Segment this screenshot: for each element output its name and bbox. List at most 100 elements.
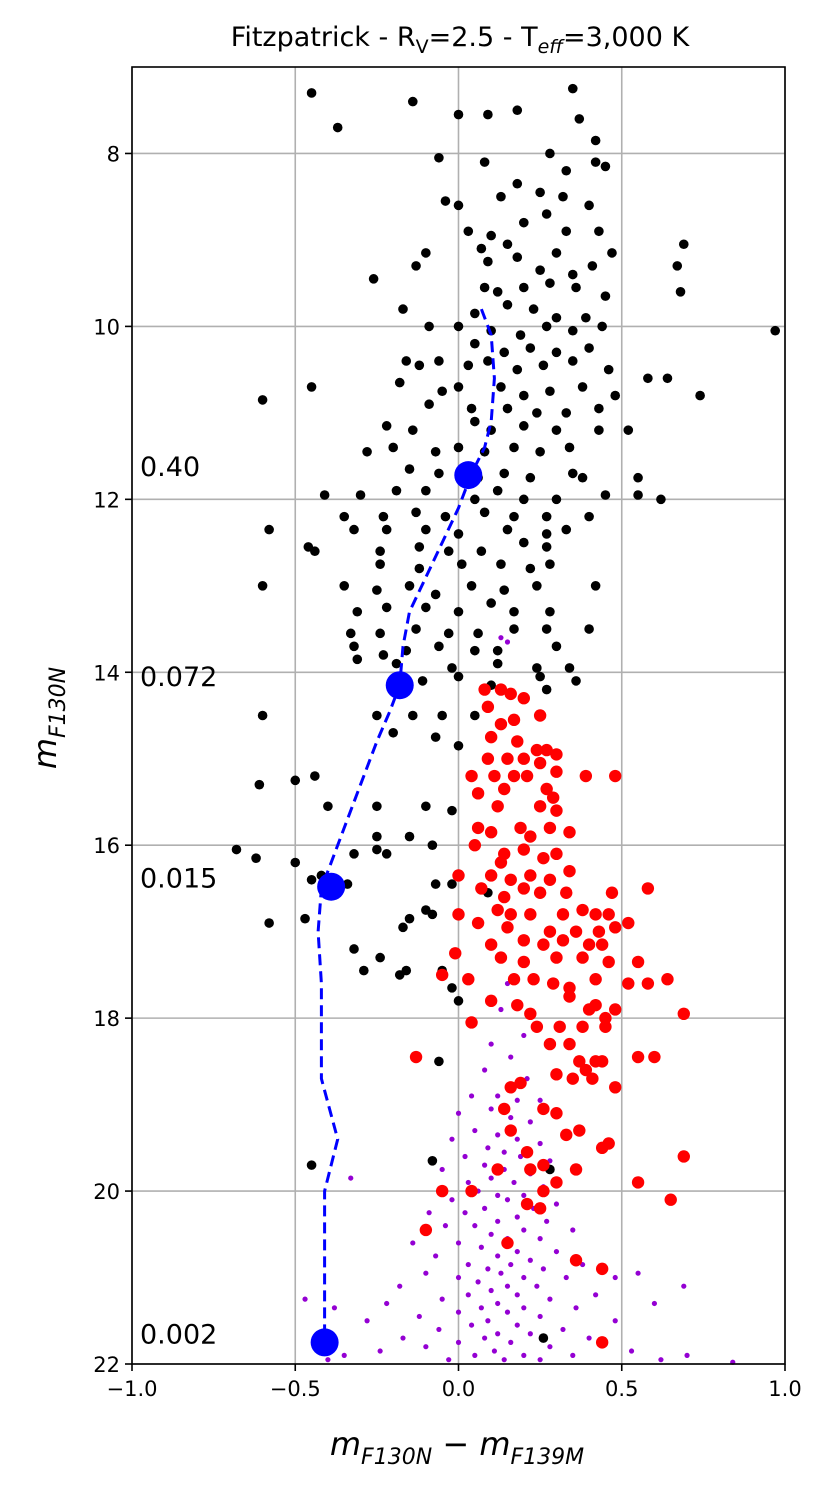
black-point	[264, 524, 274, 535]
black-point	[551, 248, 562, 258]
red-point	[530, 743, 544, 757]
red-point	[533, 800, 547, 813]
black-point	[421, 524, 431, 535]
black-point	[577, 472, 588, 483]
black-point	[470, 416, 480, 427]
black-point	[394, 970, 405, 980]
red-point	[609, 1003, 622, 1016]
black-point	[401, 356, 412, 366]
red-point	[553, 1020, 566, 1033]
purple-point	[377, 1348, 383, 1354]
black-point	[479, 507, 490, 518]
black-point	[643, 373, 653, 384]
black-point	[581, 312, 591, 323]
black-point	[257, 581, 268, 591]
red-point	[514, 821, 527, 835]
red-point	[409, 1050, 423, 1064]
scatter-points	[231, 83, 781, 1365]
purple-point	[570, 1352, 576, 1358]
mass-marker	[317, 872, 346, 901]
red-point	[579, 1063, 593, 1077]
purple-point	[521, 1032, 527, 1039]
red-point	[520, 1145, 534, 1159]
purple-point	[485, 1266, 491, 1272]
black-point	[447, 983, 457, 993]
black-point	[695, 390, 705, 401]
black-point	[499, 585, 510, 595]
purple-point	[527, 1119, 533, 1125]
purple-point	[521, 1305, 527, 1311]
black-point	[519, 421, 529, 431]
purple-point	[400, 1335, 406, 1341]
black-point	[407, 710, 418, 721]
red-point	[435, 968, 449, 982]
black-point	[525, 343, 536, 353]
purple-point	[537, 1097, 543, 1103]
red-point	[533, 886, 547, 899]
black-point	[541, 624, 552, 634]
black-point	[306, 1160, 317, 1170]
y-tick-label: 16	[93, 834, 120, 858]
red-point	[537, 938, 550, 951]
purple-point	[504, 639, 511, 645]
black-point	[551, 312, 562, 323]
red-point	[589, 998, 602, 1012]
black-point	[590, 135, 601, 146]
purple-point	[482, 1162, 488, 1168]
red-point	[504, 1081, 517, 1094]
purple-point	[436, 1326, 442, 1333]
black-point	[434, 152, 444, 163]
red-point	[579, 769, 593, 783]
black-point	[496, 382, 506, 392]
black-point	[492, 645, 503, 656]
black-point	[470, 338, 480, 349]
black-point	[532, 663, 542, 673]
red-point	[550, 804, 563, 817]
black-point	[499, 468, 510, 479]
black-point	[430, 879, 441, 889]
black-point	[424, 399, 434, 410]
purple-point	[593, 1292, 599, 1298]
black-point	[607, 248, 617, 258]
purple-point	[514, 1214, 520, 1220]
black-point	[561, 165, 572, 176]
mass-label: 0.015	[140, 864, 217, 895]
black-point	[541, 511, 552, 522]
red-point	[563, 864, 576, 878]
red-point	[550, 1176, 563, 1189]
red-point	[517, 882, 530, 895]
black-point	[551, 425, 562, 435]
purple-point	[612, 1318, 618, 1324]
purple-point	[495, 1132, 501, 1138]
black-point	[532, 408, 542, 418]
purple-point	[521, 1227, 527, 1233]
black-point	[567, 356, 578, 366]
red-point	[631, 1176, 645, 1189]
red-point	[641, 977, 655, 990]
black-point	[541, 684, 552, 695]
black-point	[339, 581, 350, 591]
black-point	[603, 364, 614, 375]
purple-point	[573, 1305, 579, 1311]
y-tick-label: 20	[93, 1180, 120, 1204]
red-point	[576, 951, 589, 964]
purple-point	[498, 1270, 504, 1276]
black-point	[545, 606, 555, 617]
purple-point	[468, 1093, 475, 1099]
purple-point	[488, 1106, 494, 1112]
purple-point	[423, 1270, 429, 1276]
black-point	[538, 360, 549, 371]
red-point	[605, 886, 619, 899]
black-point	[290, 775, 301, 786]
black-point	[519, 494, 529, 505]
purple-point	[514, 1322, 520, 1328]
red-point	[609, 769, 622, 783]
red-point	[524, 1163, 537, 1176]
red-point	[488, 769, 501, 783]
purple-point	[465, 1261, 471, 1268]
black-point	[404, 464, 415, 474]
red-point	[419, 1223, 433, 1237]
red-point	[517, 934, 530, 947]
black-point	[558, 191, 568, 202]
black-point	[372, 831, 382, 842]
